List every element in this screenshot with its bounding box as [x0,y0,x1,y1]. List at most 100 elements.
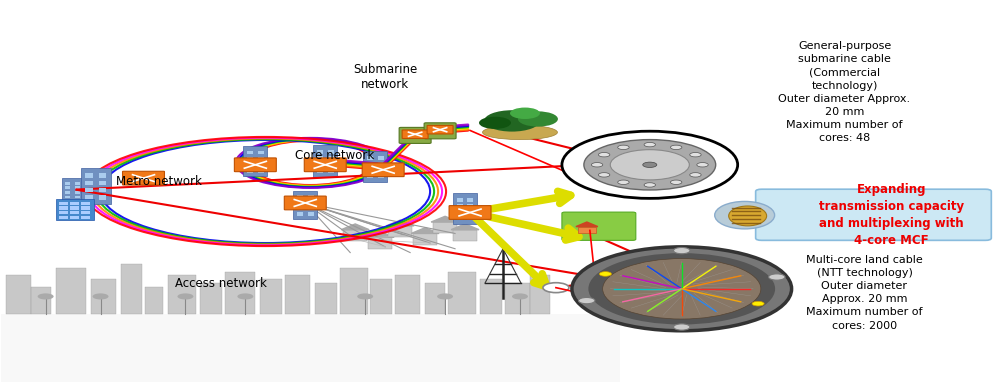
Circle shape [670,145,682,149]
Bar [99,173,106,178]
Bar [75,196,80,198]
Circle shape [670,180,682,185]
Bar [85,188,93,192]
Circle shape [437,293,453,300]
Bar [378,175,384,178]
Bar [363,151,387,182]
Bar [530,275,550,314]
Circle shape [603,259,761,319]
Polygon shape [341,224,369,230]
Circle shape [484,110,540,132]
Bar [59,216,68,219]
Bar [367,156,373,160]
Bar [168,275,196,314]
Polygon shape [411,228,439,234]
Circle shape [510,108,540,119]
Bar [65,187,70,189]
Bar [70,211,79,214]
Circle shape [543,283,569,293]
Circle shape [578,298,595,304]
Circle shape [562,131,738,198]
Bar [258,163,264,167]
Circle shape [752,301,764,306]
FancyBboxPatch shape [756,189,991,241]
Bar [85,195,93,200]
Circle shape [618,180,629,185]
Bar [317,156,323,160]
Bar [328,156,334,160]
Bar [65,196,70,198]
Bar [59,206,68,210]
Circle shape [644,183,656,187]
Bar [200,283,222,314]
Bar [370,279,392,314]
Bar [367,162,373,166]
Bar [85,181,93,185]
Bar [433,222,457,234]
Bar [293,191,317,219]
Circle shape [599,272,611,276]
Bar [99,181,106,185]
Bar [453,193,477,224]
FancyBboxPatch shape [449,206,491,219]
FancyBboxPatch shape [402,130,428,139]
Polygon shape [431,216,459,222]
Bar [480,279,502,314]
Bar [56,268,86,314]
Bar [247,169,253,173]
Text: Multi-core land cable
(NTT technology)
Outer diameter
Approx. 20 mm
Maximum numb: Multi-core land cable (NTT technology) O… [806,255,923,331]
Bar [413,234,437,245]
FancyBboxPatch shape [362,163,404,177]
Circle shape [479,117,511,129]
Bar [453,230,477,241]
Circle shape [674,324,690,330]
Circle shape [598,173,610,177]
Ellipse shape [729,206,767,226]
Bar [467,211,473,214]
Bar [297,195,303,198]
Bar [81,202,90,205]
Bar [317,169,323,173]
Bar [378,156,384,160]
FancyBboxPatch shape [284,196,326,210]
Circle shape [769,274,785,280]
Circle shape [584,139,716,190]
Bar [297,212,303,216]
Bar [1,314,620,382]
Bar [145,287,163,314]
Bar [258,169,264,173]
Circle shape [674,247,690,254]
Bar [467,217,473,220]
Bar [317,150,323,154]
Bar [448,272,476,314]
Bar [225,272,255,314]
Bar [75,182,80,185]
FancyBboxPatch shape [399,128,431,143]
Bar [81,216,90,219]
Bar [243,146,267,176]
Bar [425,283,445,314]
Bar [59,211,68,214]
Bar [65,182,70,185]
Bar [258,151,264,154]
Circle shape [237,293,253,300]
Bar [395,275,420,314]
Circle shape [588,253,775,324]
Bar [75,187,80,189]
Ellipse shape [715,201,775,229]
Bar [367,169,373,172]
Bar [315,283,337,314]
Polygon shape [366,232,394,237]
Bar [31,287,51,314]
Bar [99,188,106,192]
Bar [457,198,463,202]
Bar [378,169,384,172]
Bar [285,275,310,314]
Polygon shape [576,222,598,227]
Polygon shape [386,220,414,226]
Bar [70,206,79,210]
Circle shape [618,145,629,149]
Bar [62,178,84,201]
Bar [457,205,463,208]
Bar [297,206,303,210]
